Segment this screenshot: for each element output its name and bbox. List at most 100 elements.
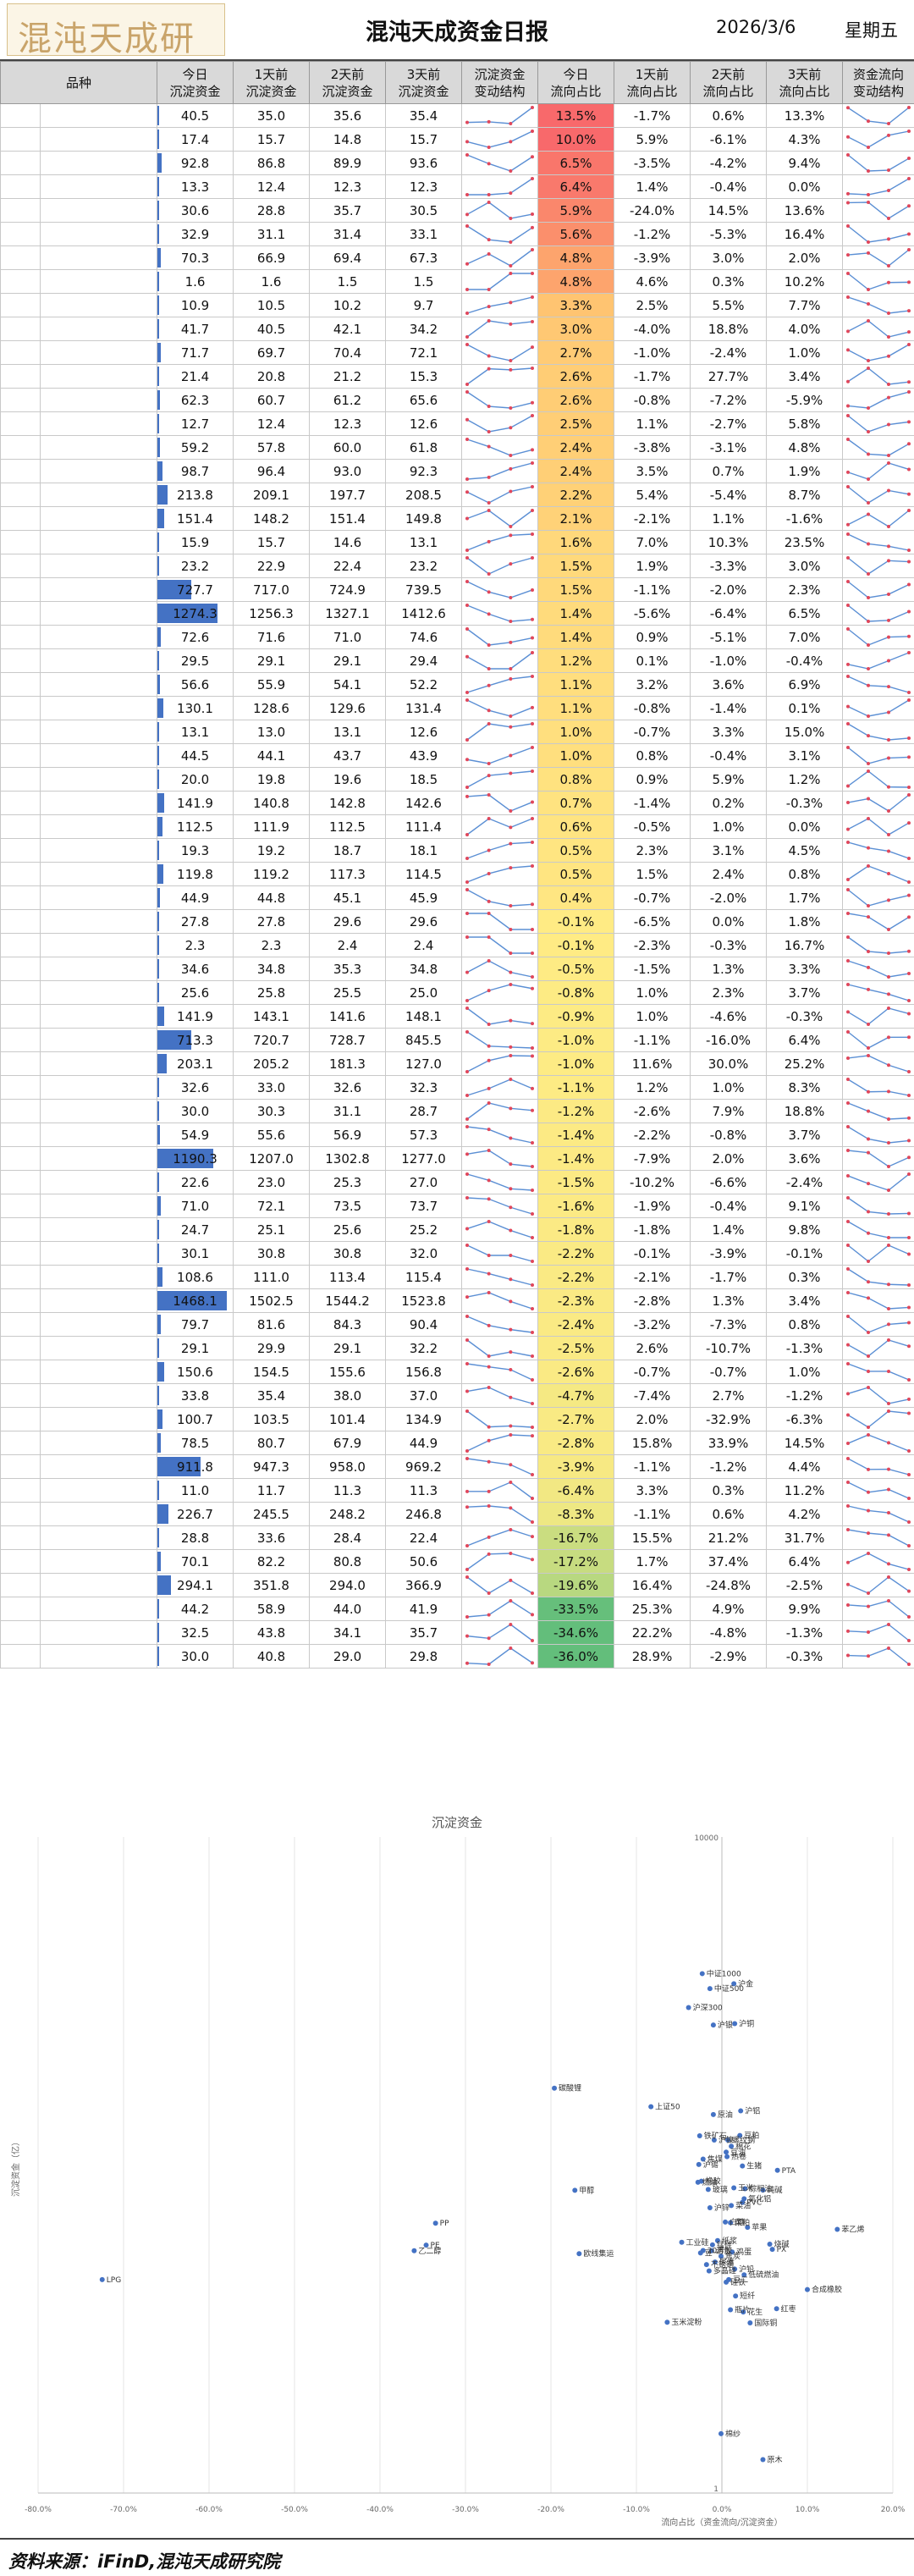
sparkline-point [465, 970, 470, 974]
sparkline-point [867, 406, 871, 410]
fund-today-value: 25.6 [180, 985, 210, 1001]
column-header: 3天前 流向占比 [766, 61, 844, 104]
fund-sparkline-svg [465, 153, 535, 173]
commodity-name [39, 1644, 158, 1669]
flow-today-value: 5.9% [537, 198, 615, 223]
fund-today-cell: 21.4 [157, 364, 234, 389]
sparkline-point [846, 329, 851, 334]
sparkline-path [466, 107, 533, 124]
sparkline-point [846, 1267, 851, 1271]
commodity-code [0, 1407, 41, 1431]
sparkline-point [465, 1634, 470, 1638]
fund-today-bar [157, 580, 192, 599]
sparkline-point [531, 272, 535, 275]
sparkline-point [465, 1227, 470, 1231]
flow-past-value: -3.5% [614, 151, 691, 175]
flow-past-value: 3.5% [614, 459, 691, 483]
fund-today-value: 1468.1 [173, 1293, 217, 1309]
flow-today-value: 4.8% [537, 269, 615, 294]
flow-sparkline-svg [846, 627, 911, 647]
flow-sparkline [842, 1502, 914, 1526]
sparkline-point [907, 1116, 911, 1120]
fund-today-value: 33.8 [180, 1387, 210, 1404]
sparkline-point [867, 1386, 871, 1389]
flow-today-value: 2.5% [537, 411, 615, 436]
fund-today-cell: 1.6 [157, 269, 234, 294]
fund-today-value: 30.1 [180, 1245, 210, 1261]
sparkline-point [465, 1505, 470, 1509]
flow-past-value: 2.3% [614, 838, 691, 863]
fund-past-value: 113.4 [309, 1265, 387, 1289]
fund-past-value: 366.9 [385, 1573, 463, 1597]
fund-past-value: 114.5 [385, 862, 463, 886]
scatter-point-label: 豆二 [733, 2275, 748, 2285]
sparkline-point [887, 1402, 891, 1405]
scatter-point-label: 沪铅 [739, 2264, 754, 2274]
sparkline-path [847, 130, 910, 148]
flow-past-value: 8.3% [766, 1075, 844, 1100]
fund-sparkline-svg [465, 390, 535, 410]
fund-past-value: 35.7 [385, 1620, 463, 1645]
fund-past-value: 32.0 [385, 1241, 463, 1266]
sparkline-point [487, 1354, 491, 1358]
fund-today-cell: 70.3 [157, 245, 234, 270]
fund-today-cell: 23.2 [157, 554, 234, 578]
flow-today-value: -2.7% [537, 1407, 615, 1431]
scatter-point-label: 纯碱 [767, 2185, 782, 2195]
sparkline-point [465, 153, 470, 157]
flow-sparkline [842, 459, 914, 483]
sparkline-path [466, 1505, 533, 1523]
flow-past-value: -6.3% [766, 1407, 844, 1431]
fund-today-value: 30.0 [180, 1648, 210, 1664]
fund-past-value: 1256.3 [233, 601, 311, 626]
sparkline-point [465, 691, 470, 694]
flow-sparkline-svg [846, 1007, 911, 1026]
flow-past-value: -1.8% [614, 1217, 691, 1242]
sparkline-path [466, 1150, 533, 1167]
fund-sparkline-svg [465, 272, 535, 291]
table-row: 1274.3 1256.3 1327.1 1412.6 1.4% -5.6% -6.4% 6.… [0, 601, 914, 626]
fund-past-value: 43.8 [233, 1620, 311, 1645]
commodity-code [0, 767, 41, 792]
sparkline-path [847, 1055, 910, 1073]
sparkline-path [467, 936, 533, 954]
sparkline-point [846, 295, 851, 299]
sparkline-point [907, 915, 911, 919]
commodity-name [39, 293, 158, 317]
scatter-point-label: 短纤 [740, 2291, 755, 2301]
fund-today-bar [157, 722, 159, 742]
fund-sparkline-svg [465, 1078, 535, 1097]
sparkline-point [531, 1108, 535, 1112]
sparkline-path [847, 344, 910, 361]
flow-today-value: -2.6% [537, 1360, 615, 1384]
fund-today-bar [157, 627, 162, 647]
fund-past-value: 134.9 [385, 1407, 463, 1431]
flow-today-value: -1.0% [537, 1028, 615, 1052]
sparkline-point [465, 738, 470, 742]
sparkline-point [907, 972, 911, 976]
scatter-point [664, 2320, 670, 2325]
sparkline-path [466, 1624, 533, 1641]
table-row: 1.6 1.6 1.5 1.5 4.8% 4.6% 0.3% 10.2% [0, 269, 914, 294]
fund-today-cell: 28.8 [157, 1525, 234, 1550]
fund-today-cell: 30.6 [157, 198, 234, 223]
sparkline-path [847, 1481, 910, 1499]
fund-today-bar [157, 177, 159, 196]
sparkline-point [867, 1654, 871, 1658]
table-row: 92.8 86.8 89.9 93.6 6.5% -3.5% -4.2% 9.4% [0, 151, 914, 175]
fund-sparkline-svg [465, 532, 535, 552]
flow-past-value: 1.0% [690, 1075, 768, 1100]
sparkline-point [907, 492, 911, 496]
sparkline-point [867, 367, 871, 370]
fund-today-value: 59.2 [180, 439, 210, 455]
sparkline-point [465, 477, 470, 481]
sparkline-point [487, 1291, 491, 1294]
sparkline-point [509, 1054, 513, 1057]
sparkline-point [846, 1010, 851, 1014]
table-row: 713.3 720.7 728.7 845.5 -1.0% -1.1% -16.0% 6.4% [0, 1028, 914, 1052]
sparkline-point [846, 1392, 851, 1396]
x-axis-label: 流向占比（资金流向/沉淀资金） [661, 2517, 782, 2528]
fund-today-bar [157, 556, 159, 576]
flow-today-value: -17.2% [537, 1549, 615, 1574]
sparkline-path [847, 1078, 910, 1096]
